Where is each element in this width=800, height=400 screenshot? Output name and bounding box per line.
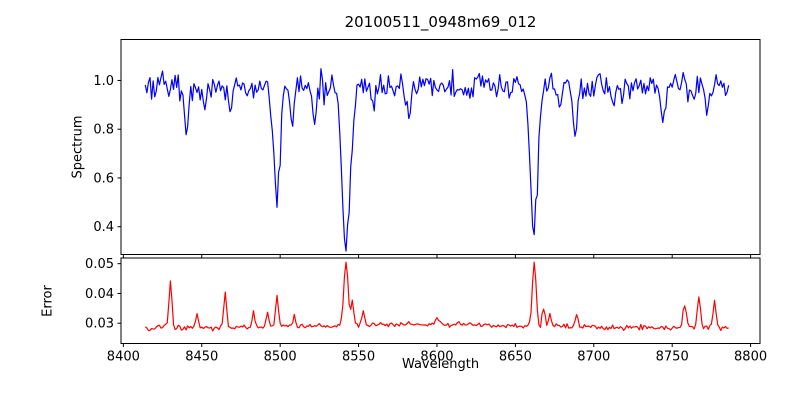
error-line-series bbox=[144, 261, 729, 332]
error-y-tick-label: 0.03 bbox=[85, 317, 114, 332]
x-tick-label: 8750 bbox=[656, 350, 689, 365]
spectrum-panel-spines bbox=[120, 39, 761, 255]
spectrum-y-tick-label: 1.0 bbox=[93, 74, 114, 89]
error-y-axis-label: Error bbox=[40, 285, 56, 317]
chart-title: 20100511_0948m69_012 bbox=[344, 13, 537, 31]
x-tick-label: 8600 bbox=[420, 350, 453, 365]
x-tick-label: 8800 bbox=[734, 350, 767, 365]
x-tick-label: 8400 bbox=[107, 350, 140, 365]
x-tick-label: 8700 bbox=[577, 350, 610, 365]
error-panel-spines bbox=[120, 257, 761, 344]
x-tick-label: 8450 bbox=[185, 350, 218, 365]
x-tick-label: 8500 bbox=[264, 350, 297, 365]
spectrum-y-tick-label: 0.6 bbox=[93, 171, 114, 186]
spectrum-y-tick-label: 0.8 bbox=[93, 123, 114, 138]
error-y-tick-label: 0.05 bbox=[85, 257, 114, 272]
error-y-tick-label: 0.04 bbox=[85, 287, 114, 302]
x-tick-label: 8550 bbox=[342, 350, 375, 365]
spectrum-y-tick-label: 0.4 bbox=[93, 220, 114, 235]
spectrum-line-series bbox=[144, 68, 730, 252]
x-tick-label: 8650 bbox=[499, 350, 532, 365]
spectrum-y-axis-label: Spectrum bbox=[70, 115, 86, 179]
x-axis-label: Wavelength bbox=[401, 357, 480, 372]
